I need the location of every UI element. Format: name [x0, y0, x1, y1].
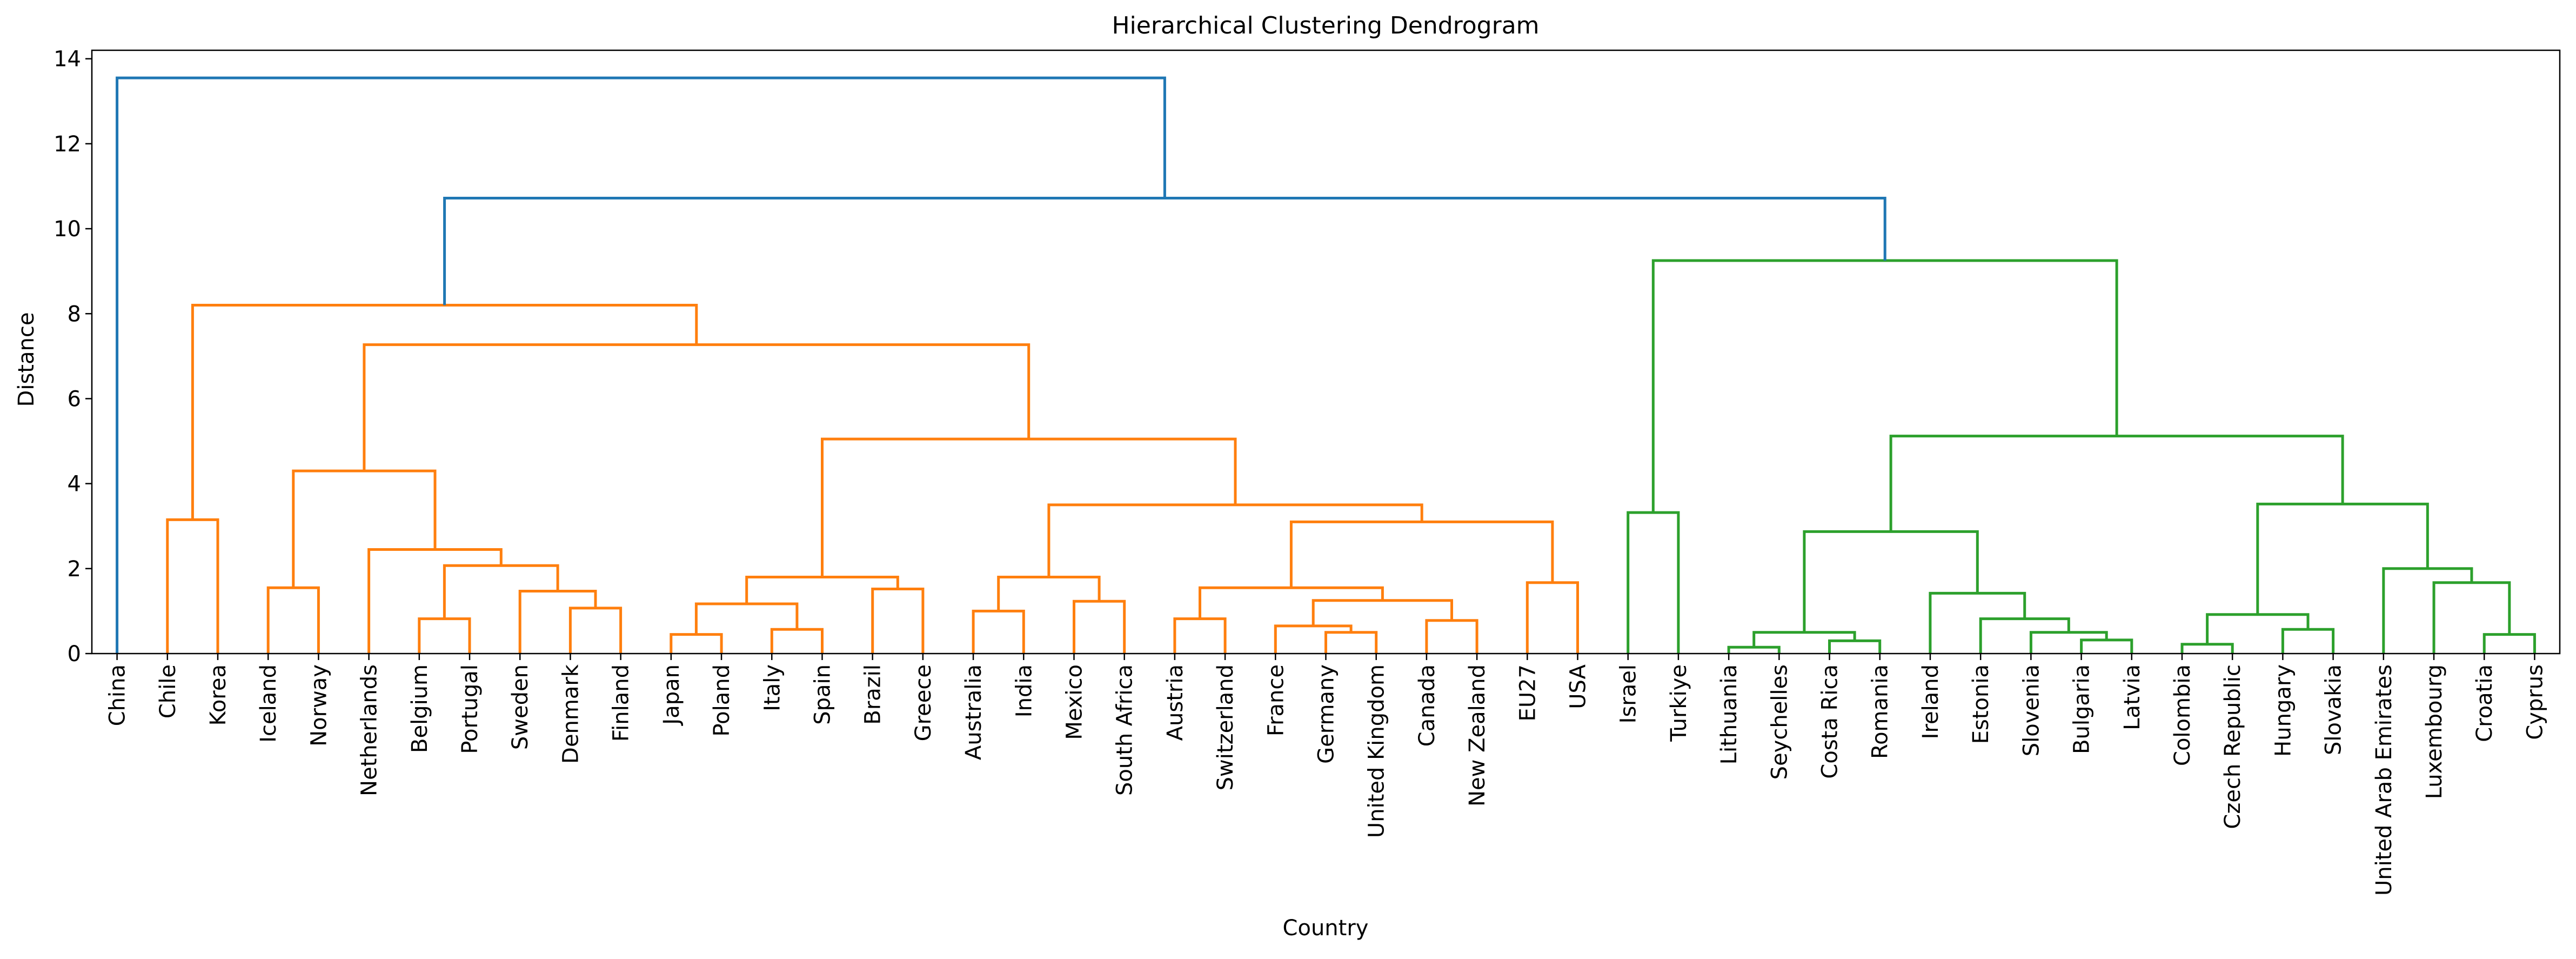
- leaf-label: United Kingdom: [1364, 664, 1389, 838]
- y-tick-label-6: 6: [68, 387, 81, 411]
- leaf-label: Germany: [1314, 664, 1339, 764]
- leaf-label: Canada: [1415, 664, 1440, 747]
- leaf-label: Poland: [710, 664, 734, 737]
- leaf-label: Lithuania: [1717, 664, 1742, 764]
- leaf-label: Belgium: [407, 664, 432, 753]
- leaf-label: Norway: [306, 664, 331, 747]
- leaf-label: South Africa: [1113, 664, 1138, 796]
- leaf-label: United Arab Emirates: [2372, 664, 2397, 896]
- leaf-label: Japan: [659, 664, 684, 727]
- leaf-label: Netherlands: [357, 664, 382, 796]
- leaf-label: Greece: [911, 664, 936, 741]
- y-axis: 0 2 4 6 8 10 12 14: [53, 47, 92, 667]
- x-axis: China Chile Korea Iceland Norway Netherlands B…: [105, 654, 2547, 896]
- leaf-label: Czech Republic: [2220, 664, 2245, 829]
- leaf-label: France: [1263, 664, 1288, 736]
- y-tick-label-2: 2: [68, 557, 81, 582]
- y-tick-label-14: 14: [53, 47, 81, 72]
- leaf-label: Estonia: [1969, 664, 1993, 744]
- leaf-label: Korea: [206, 664, 231, 725]
- leaf-label: Portugal: [458, 664, 483, 754]
- leaf-label: Brazil: [861, 664, 886, 725]
- leaf-label: India: [1012, 664, 1036, 717]
- leaf-label: USA: [1566, 664, 1591, 709]
- y-tick-label-10: 10: [53, 217, 81, 242]
- leaf-label: China: [105, 664, 130, 726]
- y-tick-label-0: 0: [68, 642, 81, 667]
- leaf-label: Australia: [961, 664, 986, 760]
- leaf-label: Italy: [760, 664, 785, 711]
- leaf-label: EU27: [1515, 664, 1540, 721]
- leaf-label: Spain: [811, 664, 835, 725]
- leaf-label: Bulgaria: [2070, 664, 2095, 754]
- dendrogram-links: [116, 76, 2536, 654]
- leaf-label: Colombia: [2170, 664, 2195, 766]
- leaf-label: Ireland: [1918, 664, 1943, 739]
- y-tick-label-8: 8: [68, 302, 81, 327]
- y-axis-label: Distance: [14, 312, 39, 407]
- leaf-label: Mexico: [1062, 664, 1087, 740]
- y-tick-label-4: 4: [68, 472, 81, 497]
- leaf-label: Slovenia: [2019, 664, 2044, 756]
- leaf-label: Turkiye: [1667, 664, 1691, 742]
- leaf-label: Luxembourg: [2422, 664, 2447, 799]
- leaf-label: Israel: [1616, 664, 1641, 723]
- leaf-label: Latvia: [2120, 664, 2145, 730]
- leaf-label: New Zealand: [1465, 664, 1490, 807]
- leaf-label: Seychelles: [1767, 664, 1792, 780]
- leaf-label: Chile: [156, 664, 180, 718]
- leaf-label: Iceland: [256, 664, 281, 743]
- chart-title: Hierarchical Clustering Dendrogram: [1112, 12, 1539, 39]
- leaf-label: Sweden: [508, 664, 533, 750]
- leaf-label: Switzerland: [1213, 664, 1238, 790]
- leaf-label: Croatia: [2472, 664, 2497, 742]
- dendrogram-link-48: [116, 76, 1166, 654]
- leaf-label: Cyprus: [2523, 664, 2547, 740]
- leaf-label: Hungary: [2271, 664, 2296, 757]
- y-tick-label-12: 12: [53, 132, 81, 157]
- leaf-label: Costa Rica: [1818, 664, 1843, 779]
- leaf-label: Finland: [609, 664, 634, 742]
- leaf-label: Romania: [1868, 664, 1893, 759]
- leaf-label: Austria: [1163, 664, 1188, 741]
- plot-frame: [91, 49, 2561, 655]
- leaf-label: Denmark: [558, 664, 583, 764]
- leaf-label: Slovakia: [2321, 664, 2346, 755]
- x-axis-label: Country: [1283, 916, 1369, 941]
